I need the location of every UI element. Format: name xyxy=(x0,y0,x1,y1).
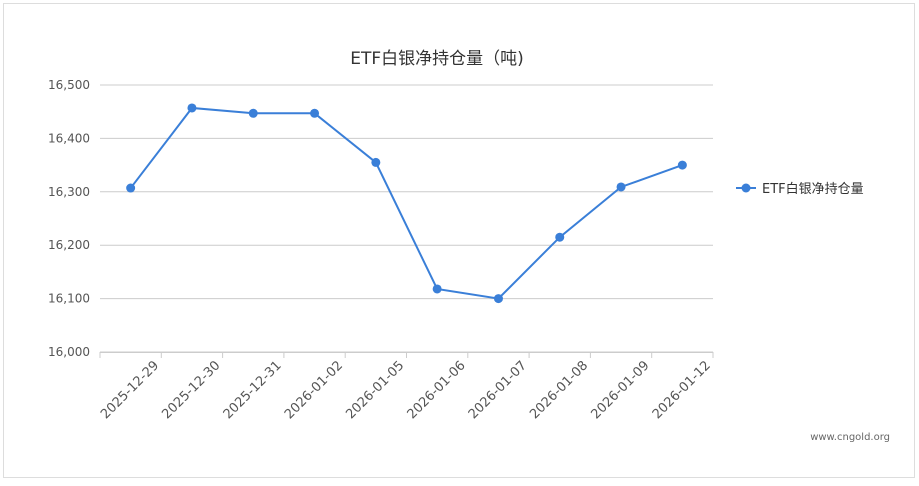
y-tick-label: 16,000 xyxy=(48,345,90,359)
data-point xyxy=(677,160,687,170)
frame xyxy=(3,3,915,478)
data-point xyxy=(371,157,381,167)
data-point xyxy=(126,183,136,193)
watermark: www.cngold.org xyxy=(810,432,890,443)
data-point xyxy=(248,108,258,118)
data-point xyxy=(493,294,503,304)
data-point xyxy=(187,103,197,113)
chart-title: ETF白银净持仓量（吨) xyxy=(350,49,524,69)
y-tick-label: 16,200 xyxy=(48,238,90,252)
data-point xyxy=(616,182,626,192)
y-tick-label: 16,100 xyxy=(48,292,90,306)
y-tick-label: 16,400 xyxy=(48,131,90,145)
legend-marker xyxy=(741,183,751,193)
series-line xyxy=(129,106,683,300)
y-tick-label: 16,300 xyxy=(48,185,90,199)
data-point xyxy=(432,284,442,294)
data-point xyxy=(310,108,320,118)
data-point xyxy=(555,232,565,242)
legend-label: ETF白银净持仓量 xyxy=(762,181,864,197)
y-tick-label: 16,500 xyxy=(48,78,90,92)
